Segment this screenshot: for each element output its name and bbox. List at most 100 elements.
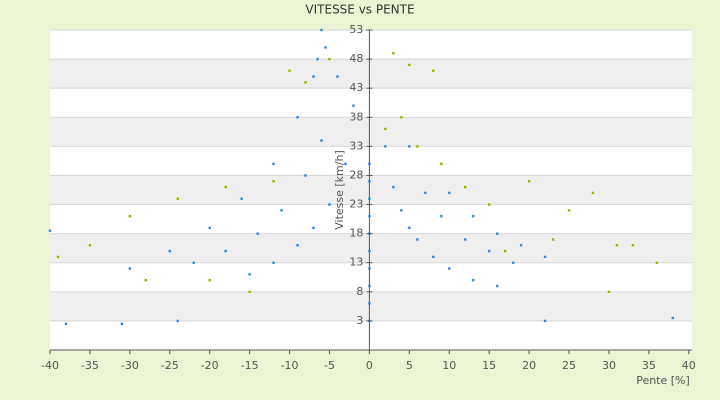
point [416, 238, 419, 241]
point [324, 46, 327, 49]
point [224, 249, 227, 253]
x-tick-label: 25 [562, 359, 576, 372]
x-tick-label: 5 [406, 359, 413, 372]
y-tick-label: 43 [349, 81, 363, 94]
y-tick-label: 23 [349, 198, 363, 211]
x-tick-label: -40 [41, 359, 59, 372]
chart-title: VITESSE vs PENTE [305, 3, 414, 17]
y-tick-label: 48 [349, 52, 363, 65]
point [320, 139, 323, 142]
point [368, 267, 371, 270]
y-tick-label: 53 [349, 23, 363, 36]
point [312, 226, 315, 230]
point [368, 214, 371, 218]
x-tick-label: 0 [366, 359, 373, 372]
point [408, 145, 411, 148]
point [256, 232, 259, 235]
y-tick-label: 28 [349, 168, 363, 181]
point [440, 162, 443, 166]
point [400, 116, 403, 119]
point [304, 81, 307, 84]
point [607, 290, 611, 294]
point [392, 52, 395, 55]
point [352, 104, 355, 107]
y-tick-label: 3 [356, 314, 363, 327]
point [328, 57, 331, 61]
point [519, 244, 523, 247]
y-tick-label: 18 [349, 227, 363, 240]
point [120, 322, 124, 326]
point [192, 261, 195, 264]
point [543, 255, 547, 259]
point [631, 244, 635, 247]
point [591, 191, 595, 195]
point [472, 278, 475, 282]
grid-band [50, 291, 692, 321]
point [511, 261, 515, 264]
grid-band [50, 59, 692, 89]
point [176, 197, 179, 200]
point [440, 214, 443, 218]
x-tick-label: -35 [81, 359, 99, 372]
point [671, 316, 675, 320]
x-tick-label: -15 [241, 359, 259, 372]
point [88, 244, 92, 247]
y-axis-title: Vitesse [km/h] [333, 150, 346, 230]
point [48, 229, 52, 232]
point [224, 185, 227, 189]
point [64, 322, 68, 326]
grid-band [50, 233, 692, 263]
x-tick-label: 40 [682, 359, 696, 372]
x-tick-label: -10 [281, 359, 299, 372]
point [448, 191, 451, 195]
point [128, 214, 132, 218]
point [280, 209, 283, 212]
point [384, 145, 387, 148]
x-tick-label: 30 [602, 359, 616, 372]
y-tick-label: 13 [349, 256, 363, 269]
point [655, 261, 659, 264]
point [312, 75, 315, 78]
point [464, 238, 467, 241]
point [464, 185, 467, 189]
point [392, 185, 395, 189]
point [424, 191, 427, 195]
point [168, 249, 171, 253]
point [400, 209, 403, 212]
point [368, 197, 371, 200]
point [567, 209, 571, 212]
point [288, 69, 291, 72]
point [272, 162, 275, 166]
point [296, 116, 299, 119]
point [551, 238, 555, 241]
point [368, 284, 371, 288]
point [368, 162, 371, 166]
x-tick-label: 10 [442, 359, 456, 372]
point [304, 174, 307, 177]
point [432, 69, 435, 72]
point [128, 267, 132, 270]
point [368, 302, 371, 305]
x-tick-label: -5 [324, 359, 335, 372]
point [272, 261, 275, 264]
x-tick-label: -30 [121, 359, 139, 372]
grid-band [50, 117, 692, 147]
point [487, 203, 491, 206]
point [448, 267, 451, 270]
x-tick-label: -20 [201, 359, 219, 372]
point [248, 290, 251, 294]
point [320, 28, 323, 32]
point [432, 255, 435, 259]
point [408, 226, 411, 230]
point [208, 226, 211, 230]
point [56, 255, 60, 259]
point [368, 249, 371, 253]
point [416, 145, 419, 148]
point [495, 284, 499, 288]
x-tick-label: 20 [522, 359, 536, 372]
point [503, 249, 507, 253]
point [176, 319, 179, 323]
point [384, 127, 387, 131]
